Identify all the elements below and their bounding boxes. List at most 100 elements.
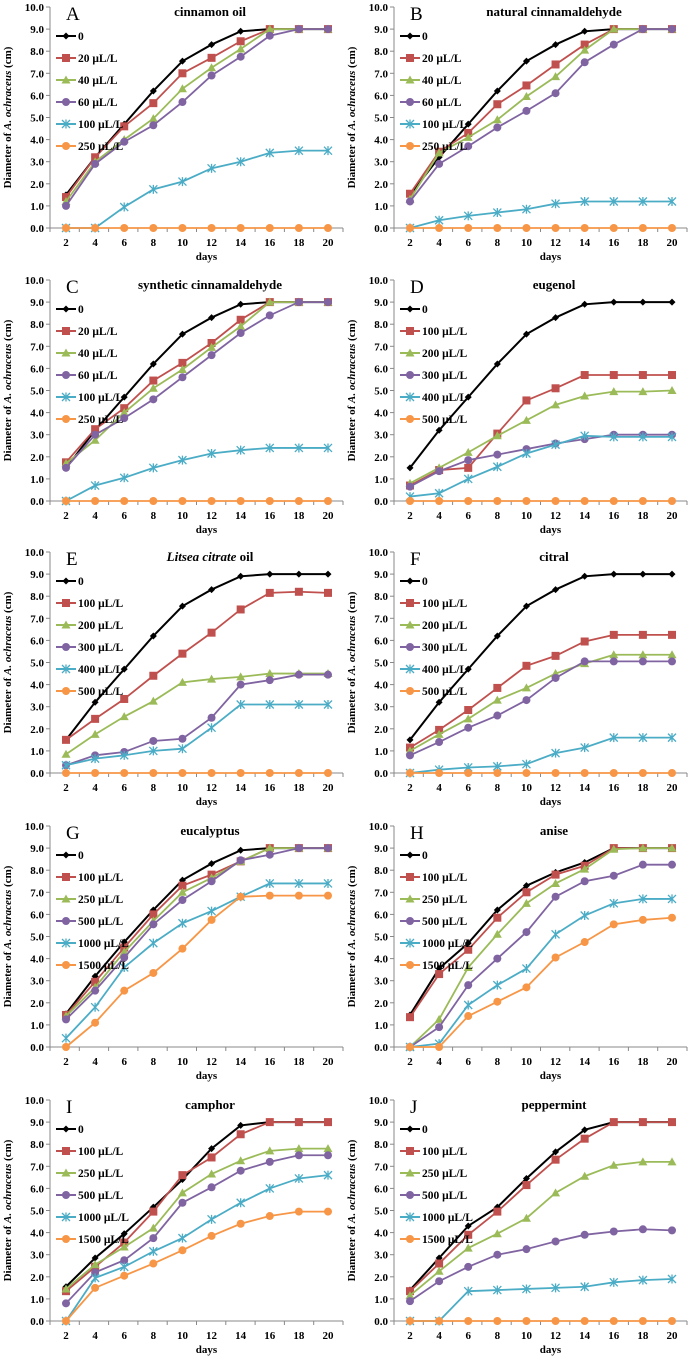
data-point	[667, 650, 677, 659]
legend-marker	[405, 348, 415, 357]
y-label-species: A. ochraceus	[2, 1164, 14, 1224]
series-line	[65, 28, 328, 203]
data-point	[265, 31, 274, 40]
y-tick-label: 3.0	[374, 976, 388, 988]
x-tick-label: 4	[436, 1056, 442, 1068]
data-point	[265, 24, 275, 33]
legend-label: 100 μL/L	[422, 872, 468, 884]
y-tick-label: 5.0	[374, 386, 388, 398]
x-tick-label: 6	[465, 1330, 471, 1342]
y-tick-label: 5.0	[374, 1206, 388, 1218]
y-tick-label: 7.0	[30, 1161, 44, 1173]
y-tick-label: 0.0	[30, 1042, 44, 1054]
data-point	[207, 713, 216, 722]
data-point	[435, 698, 443, 706]
series-line	[409, 1121, 672, 1292]
data-point	[207, 723, 217, 733]
x-tick-label: 6	[465, 510, 471, 522]
data-point	[149, 224, 158, 232]
legend-label: 500 μL/L	[78, 686, 124, 698]
data-point	[609, 1277, 619, 1287]
data-point	[668, 224, 676, 232]
series-1	[62, 1118, 332, 1296]
data-point	[551, 199, 561, 209]
data-point	[294, 1151, 303, 1160]
y-label-unit: (cm)	[346, 591, 358, 615]
data-point	[237, 846, 245, 854]
data-point	[149, 736, 158, 745]
x-tick-label: 10	[521, 510, 533, 522]
legend-marker	[406, 687, 414, 695]
data-point	[406, 497, 414, 505]
x-tick-label: 4	[436, 782, 442, 794]
y-label-species: A. ochraceus	[346, 1164, 358, 1224]
data-point	[668, 497, 676, 505]
data-point	[406, 736, 414, 744]
data-point	[638, 1275, 648, 1285]
data-point	[609, 630, 618, 639]
data-point	[638, 371, 647, 380]
legend-marker	[405, 75, 415, 84]
series-line	[65, 447, 328, 502]
data-point	[609, 1118, 618, 1127]
series-3	[62, 298, 332, 472]
data-point	[62, 224, 70, 232]
data-point	[493, 224, 502, 232]
data-point	[91, 972, 99, 980]
panel-letter: G	[66, 823, 80, 844]
series-5	[406, 497, 676, 505]
data-point	[120, 1271, 129, 1280]
y-tick-label: 1.0	[30, 201, 44, 213]
x-axis-label: days	[540, 251, 562, 263]
y-tick-label: 3.0	[30, 157, 44, 169]
series-line	[409, 28, 672, 203]
x-tick-label: 12	[206, 782, 218, 794]
data-point	[236, 44, 246, 53]
data-point	[463, 132, 473, 141]
y-tick-label: 3.0	[30, 702, 44, 714]
x-axis-label: days	[196, 251, 218, 263]
data-point	[148, 114, 158, 123]
legend-label: 500 μL/L	[422, 414, 468, 426]
y-tick-label: 7.0	[374, 613, 388, 625]
data-point	[493, 632, 501, 640]
data-point	[178, 769, 187, 777]
data-point	[237, 27, 245, 35]
x-tick-label: 6	[465, 782, 471, 794]
panel-title: Litsea citrate oil	[166, 549, 254, 564]
y-label-text: Diameter of	[2, 130, 14, 188]
data-point	[120, 986, 129, 995]
y-label-species: A. ochraceus	[2, 616, 14, 676]
x-tick-label: 20	[323, 510, 335, 522]
data-point	[551, 72, 561, 81]
data-point	[236, 315, 245, 324]
x-axis-label: days	[196, 524, 218, 536]
data-point	[580, 497, 589, 505]
data-point	[119, 408, 129, 417]
y-tick-label: 7.0	[30, 613, 44, 625]
data-point	[294, 298, 303, 307]
data-point	[434, 488, 444, 498]
y-tick-label: 9.0	[30, 297, 44, 309]
data-point	[148, 383, 158, 392]
data-point	[551, 892, 560, 901]
x-tick-label: 12	[550, 237, 562, 249]
panel-letter: A	[66, 4, 80, 25]
x-tick-label: 8	[495, 510, 501, 522]
data-point	[91, 1018, 100, 1027]
data-point	[265, 891, 274, 900]
data-point	[323, 443, 333, 453]
data-point	[609, 733, 619, 743]
y-tick-label: 6.0	[30, 90, 44, 102]
y-tick-label: 5.0	[30, 658, 44, 670]
legend-label: 60 μL/L	[78, 97, 118, 109]
data-point	[178, 734, 187, 743]
data-point	[551, 1317, 560, 1325]
panel-letter: H	[410, 823, 424, 844]
legend-marker	[405, 1212, 415, 1222]
data-point	[493, 360, 501, 368]
data-point	[91, 159, 100, 168]
legend-marker	[62, 371, 70, 379]
data-point	[148, 463, 158, 473]
legend-marker	[62, 415, 70, 423]
